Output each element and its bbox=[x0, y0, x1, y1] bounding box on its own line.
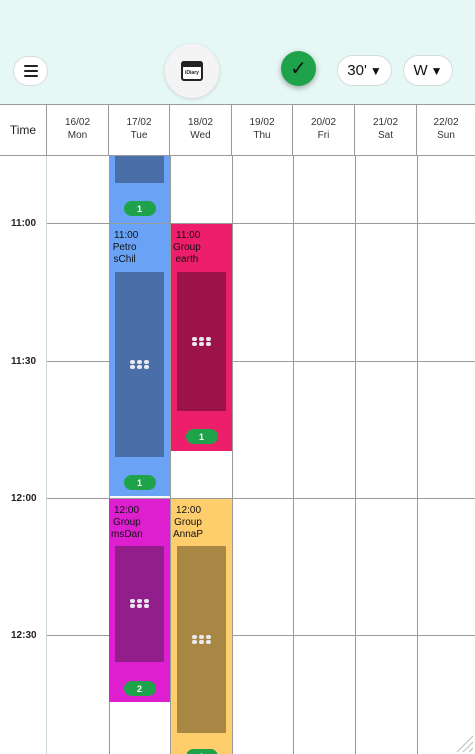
day-header-tue[interactable]: 17/02 Tue bbox=[109, 105, 170, 155]
interval-value: 30' bbox=[347, 62, 367, 79]
app-logo-button[interactable]: iDiary bbox=[165, 44, 219, 98]
event-name-line2: AnnaP bbox=[173, 529, 204, 540]
event-card[interactable]: 12:00 Group AnnaP 1 bbox=[171, 499, 232, 754]
event-card[interactable]: 11:00 Petro sChil 1 bbox=[109, 224, 170, 496]
event-name-line1: Group bbox=[112, 517, 141, 528]
day-header-fri[interactable]: 20/02 Fri bbox=[293, 105, 355, 155]
day-date: 18/02 bbox=[187, 117, 214, 128]
day-date: 21/02 bbox=[372, 117, 399, 128]
logo-text: iDiary bbox=[185, 70, 199, 76]
day-weekday: Tue bbox=[130, 130, 148, 141]
day-date: 19/02 bbox=[249, 117, 275, 128]
participant-count-badge: 1 bbox=[123, 475, 156, 490]
day-header-sun[interactable]: 22/02 Sun bbox=[417, 105, 475, 155]
checkmark-icon: ✓ bbox=[290, 58, 307, 80]
event-participants-block bbox=[177, 546, 226, 733]
grid-line bbox=[293, 156, 294, 754]
day-header-thu[interactable]: 19/02 Thu bbox=[232, 105, 293, 155]
event-time: 12:00 bbox=[176, 505, 202, 516]
event-card[interactable]: 11:00 Group earth 1 bbox=[171, 224, 232, 451]
day-weekday: Mon bbox=[67, 130, 88, 141]
day-date: 22/02 bbox=[433, 117, 459, 128]
calendar-logo-icon: iDiary bbox=[181, 61, 203, 81]
event-name-line1: Group bbox=[174, 517, 202, 528]
event-name-line2: msDan bbox=[111, 529, 143, 540]
top-bar: iDiary ✓ 30' ▼ W ▼ bbox=[0, 0, 475, 104]
day-weekday: Sun bbox=[437, 130, 455, 141]
event-name-line1: Group bbox=[173, 242, 201, 253]
day-header-mon[interactable]: 16/02 Mon bbox=[47, 105, 109, 155]
event-participants-block bbox=[177, 272, 226, 411]
event-title: 11:00 Group earth bbox=[173, 230, 201, 266]
time-label: 11:30 bbox=[11, 356, 37, 367]
event-card[interactable]: 12:00 Group msDan 2 bbox=[109, 499, 170, 702]
view-value: W bbox=[413, 62, 428, 79]
calendar-header: Time 16/02 Mon 17/02 Tue 18/02 Wed 19/02… bbox=[0, 104, 475, 156]
day-date: 16/02 bbox=[64, 117, 91, 128]
participant-count-badge: 1 bbox=[185, 429, 218, 444]
day-date: 20/02 bbox=[310, 117, 337, 128]
grid-line bbox=[47, 361, 475, 362]
event-card[interactable]: 1 bbox=[109, 156, 170, 223]
event-name-line1: Petro bbox=[112, 242, 137, 253]
view-dropdown[interactable]: W ▼ bbox=[403, 55, 453, 86]
event-title: 12:00 Group AnnaP bbox=[173, 505, 204, 541]
time-column-header: Time bbox=[0, 105, 47, 155]
interval-dropdown[interactable]: 30' ▼ bbox=[337, 55, 392, 86]
day-weekday: Thu bbox=[253, 130, 271, 141]
event-participants-block bbox=[115, 272, 164, 457]
event-title: 11:00 Petro sChil bbox=[112, 230, 139, 266]
grid-line bbox=[46, 156, 47, 754]
grid-line bbox=[47, 635, 475, 636]
group-icon bbox=[191, 634, 212, 645]
event-time: 11:00 bbox=[114, 230, 139, 241]
chevron-down-icon: ▼ bbox=[369, 63, 382, 78]
menu-button[interactable] bbox=[13, 56, 48, 86]
participant-count-badge: 1 bbox=[185, 749, 218, 754]
day-header-wed[interactable]: 18/02 Wed bbox=[170, 105, 232, 155]
chevron-down-icon: ▼ bbox=[430, 63, 443, 78]
group-icon bbox=[129, 599, 150, 609]
event-time: 12:00 bbox=[114, 505, 140, 516]
hamburger-icon bbox=[23, 65, 38, 77]
event-name-line2: sChil bbox=[113, 254, 136, 265]
time-label: 12:30 bbox=[11, 630, 37, 641]
event-participants-block bbox=[115, 156, 164, 183]
day-date: 17/02 bbox=[126, 117, 152, 128]
day-weekday: Sat bbox=[377, 130, 393, 141]
day-weekday: Fri bbox=[317, 130, 330, 141]
event-name-line2: earth bbox=[175, 254, 199, 265]
participant-count-badge: 2 bbox=[123, 681, 156, 696]
grid-line bbox=[170, 156, 171, 754]
grid-line bbox=[417, 156, 418, 754]
event-title: 12:00 Group msDan bbox=[111, 505, 143, 541]
day-header-sat[interactable]: 21/02 Sat bbox=[355, 105, 417, 155]
time-label: 12:00 bbox=[11, 493, 37, 504]
calendar-grid[interactable]: 11:00 11:30 12:00 12:30 1 11:00 Petro sC… bbox=[0, 156, 475, 754]
resize-grip-icon[interactable] bbox=[453, 732, 473, 752]
group-icon bbox=[129, 359, 150, 370]
grid-line bbox=[232, 156, 233, 754]
event-participants-block bbox=[115, 546, 164, 662]
grid-line bbox=[355, 156, 356, 754]
grid-line bbox=[47, 498, 475, 499]
participant-count-badge: 1 bbox=[123, 201, 156, 216]
time-label: 11:00 bbox=[11, 218, 37, 229]
event-time: 11:00 bbox=[176, 230, 201, 241]
grid-line bbox=[47, 223, 475, 224]
day-weekday: Wed bbox=[190, 130, 211, 141]
group-icon bbox=[191, 336, 212, 347]
confirm-button[interactable]: ✓ bbox=[281, 51, 316, 86]
